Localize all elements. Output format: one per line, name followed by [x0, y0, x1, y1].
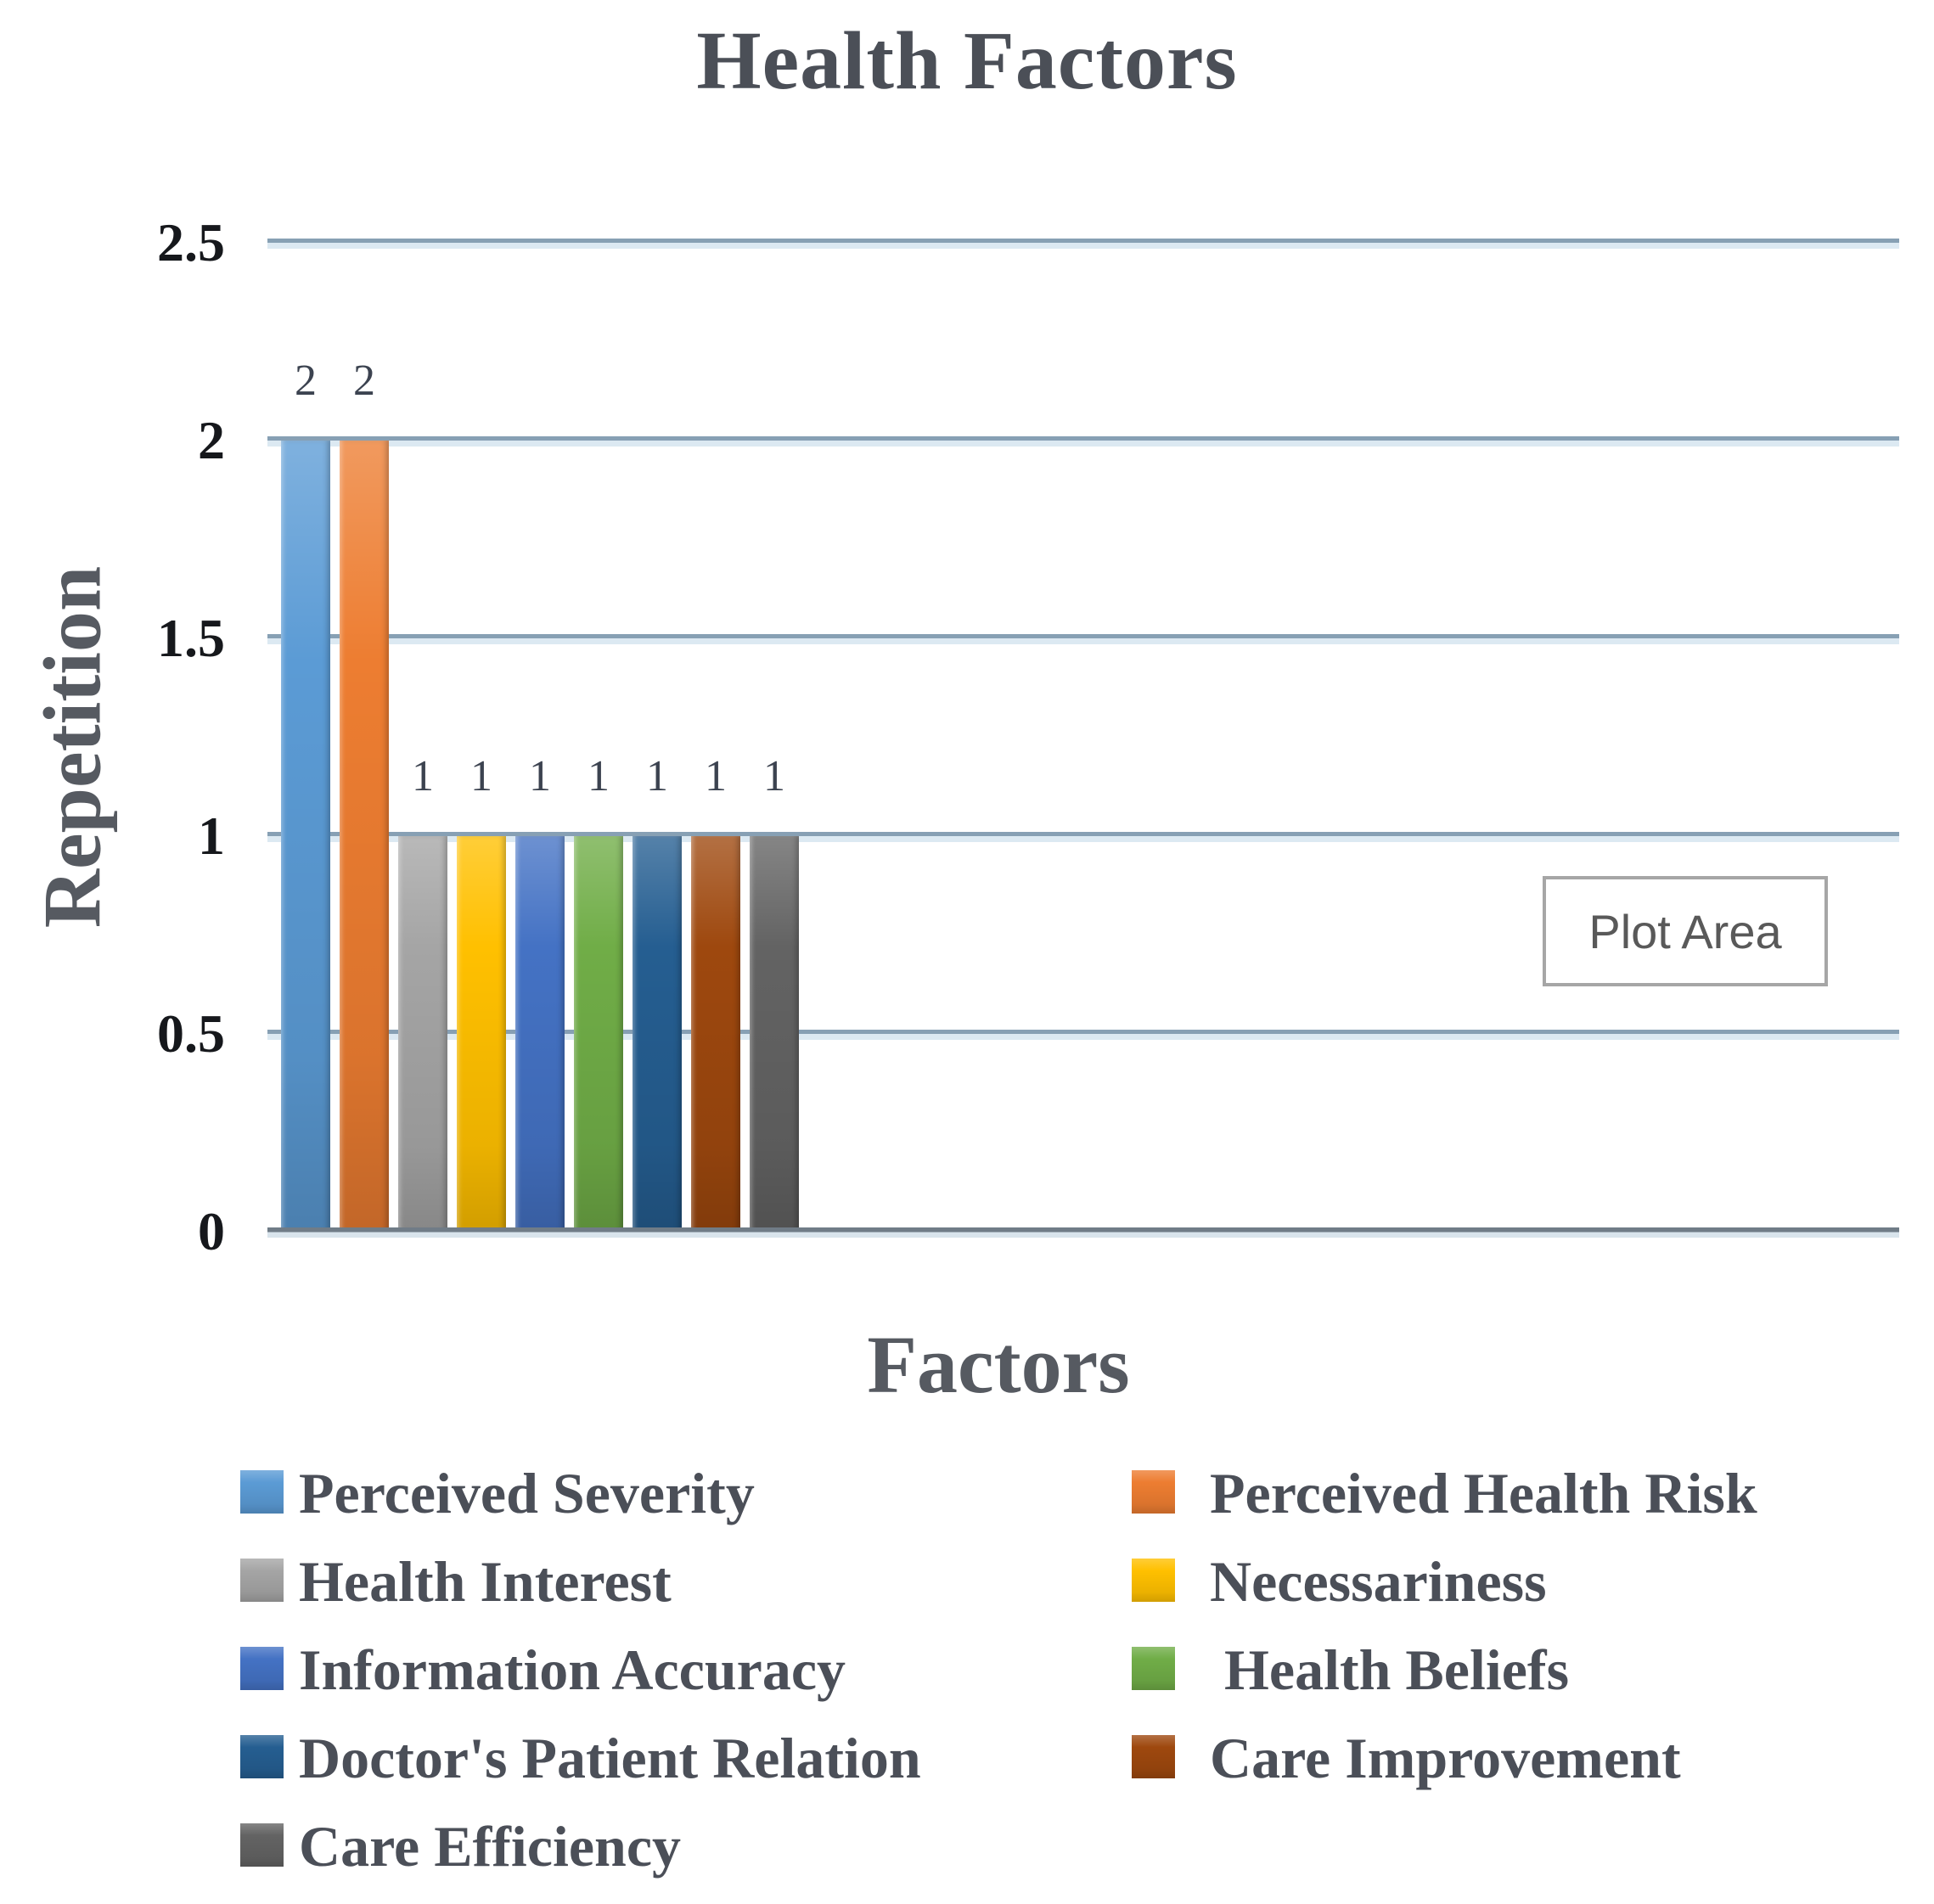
- y-tick-label: 2.5: [157, 212, 225, 272]
- data-label-care-improvement: 1: [705, 752, 727, 800]
- legend-label: Care Efficiency: [299, 1814, 682, 1879]
- legend-swatch-icon: [240, 1470, 284, 1514]
- legend-label: Information Accuracy: [299, 1637, 846, 1702]
- gridline: [267, 634, 1899, 644]
- data-label-necessariness: 1: [470, 752, 492, 800]
- bar-doctor-s-patient-relation[interactable]: [632, 836, 682, 1232]
- x-axis-title[interactable]: Factors: [867, 1319, 1130, 1410]
- plot-area-tooltip-label: Plot Area: [1588, 904, 1782, 958]
- bar-care-efficiency[interactable]: [750, 836, 799, 1232]
- legend-swatch-icon: [1132, 1470, 1175, 1514]
- y-tick-label: 2: [198, 410, 225, 470]
- gridline: [267, 239, 1899, 249]
- data-label-perceived-health-risk: 2: [353, 357, 375, 405]
- bar-health-interest[interactable]: [398, 836, 447, 1232]
- data-label-health-interest: 1: [412, 752, 434, 800]
- x-axis-line: [267, 1227, 1899, 1238]
- gridline: [267, 1030, 1899, 1040]
- legend-label: Care Improvement: [1210, 1726, 1681, 1790]
- legend-swatch-icon: [240, 1647, 284, 1690]
- legend-label: Necessariness: [1210, 1549, 1547, 1614]
- legend-swatch-icon: [1132, 1735, 1175, 1778]
- legend-label: Perceived Severity: [299, 1461, 755, 1525]
- legend-label: Perceived Health Risk: [1210, 1461, 1757, 1525]
- legend-label: Health Beliefs: [1210, 1637, 1570, 1702]
- legend-swatch-icon: [1132, 1647, 1175, 1690]
- legend-label: Health Interest: [299, 1549, 672, 1614]
- bar-health-beliefs[interactable]: [574, 836, 623, 1232]
- chart-title[interactable]: Health Factors: [696, 15, 1238, 107]
- y-tick-label: 0.5: [157, 1003, 225, 1064]
- legend-label: Doctor's Patient Relation: [299, 1726, 921, 1790]
- data-label-doctor-s-patient-relation: 1: [646, 752, 668, 800]
- bar-information-accuracy[interactable]: [515, 836, 565, 1232]
- plot-area-tooltip: Plot Area: [1543, 876, 1828, 986]
- bar-necessariness[interactable]: [457, 836, 506, 1232]
- bar-perceived-health-risk[interactable]: [340, 441, 389, 1232]
- data-label-information-accuracy: 1: [529, 752, 551, 800]
- data-label-perceived-severity: 2: [295, 357, 317, 405]
- gridline: [267, 436, 1899, 447]
- legend-swatch-icon: [1132, 1559, 1175, 1602]
- bar-care-improvement[interactable]: [691, 836, 740, 1232]
- y-tick-label: 0: [198, 1201, 225, 1261]
- bar-perceived-severity[interactable]: [281, 441, 330, 1232]
- data-label-care-efficiency: 1: [763, 752, 785, 800]
- gridline: [267, 832, 1899, 842]
- legend-swatch-icon: [240, 1735, 284, 1778]
- y-tick-label: 1: [198, 806, 225, 866]
- y-tick-label: 1.5: [157, 608, 225, 668]
- data-label-health-beliefs: 1: [588, 752, 610, 800]
- legend-swatch-icon: [240, 1559, 284, 1602]
- legend-swatch-icon: [240, 1823, 284, 1867]
